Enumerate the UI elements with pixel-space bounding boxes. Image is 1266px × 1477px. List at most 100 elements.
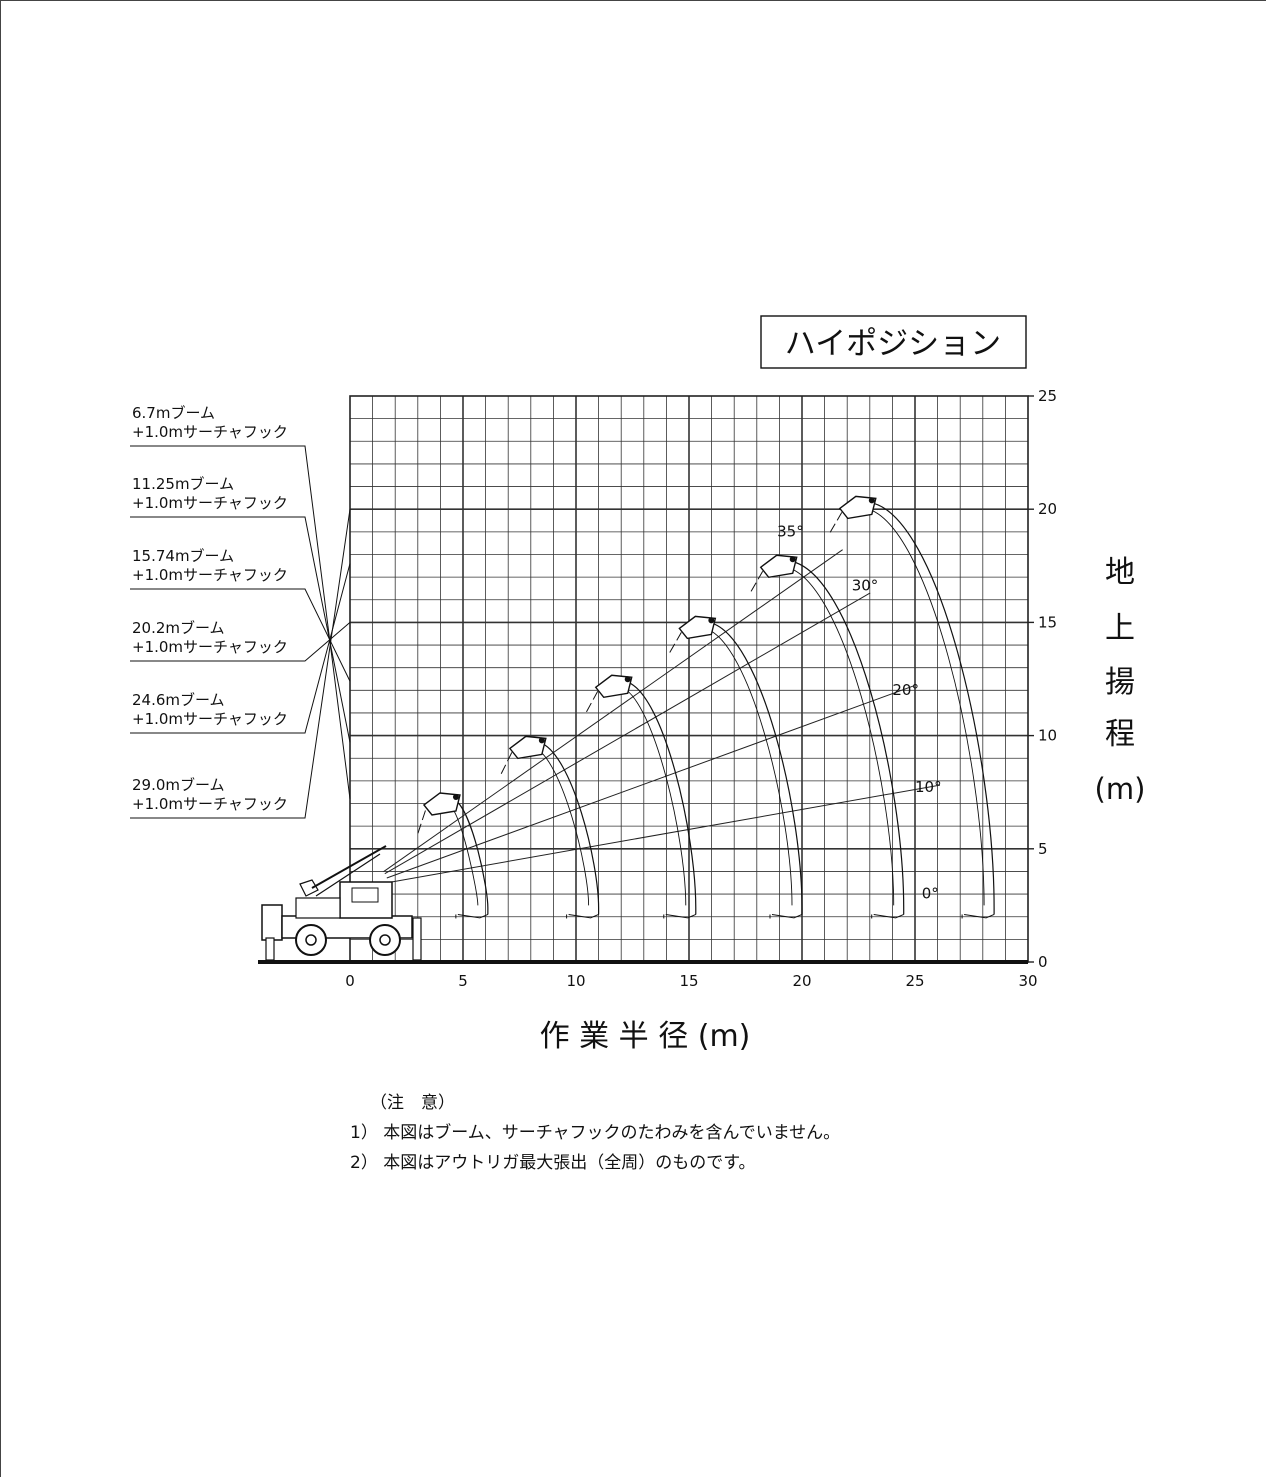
working-range-inner-curve	[621, 686, 687, 906]
series-label: 11.25mブーム	[132, 475, 234, 493]
chart-title-box	[760, 315, 1027, 369]
x-tick-label: 5	[458, 972, 468, 990]
note-line-2: 2） 本図はアウトリガ最大張出（全周）のものです。	[350, 1153, 756, 1173]
y-axis-label-char: 揚	[1105, 665, 1135, 700]
boom-head-sheave	[708, 617, 715, 624]
working-range-curve	[453, 798, 489, 915]
hook-bottom-mark	[457, 913, 489, 919]
boom-angle-line	[387, 784, 941, 884]
boom-head	[759, 554, 798, 579]
crane-boom-base	[299, 879, 319, 897]
crane-front-hub	[379, 934, 391, 946]
series-leader-line	[130, 509, 351, 819]
series-label: 6.7mブーム	[132, 404, 215, 422]
series-label: 20.2mブーム	[132, 619, 225, 637]
y-axis-label-char: (m)	[1095, 772, 1146, 806]
x-tick-label: 10	[566, 972, 585, 990]
page-border-top	[0, 0, 1266, 1]
x-tick-label: 25	[905, 972, 924, 990]
crane-rear-outrigger	[265, 937, 275, 961]
series-label: +1.0mサーチャフック	[132, 566, 288, 584]
working-range-curve	[790, 560, 905, 915]
crane-upper-body	[295, 897, 341, 919]
boom-line	[500, 752, 513, 774]
series-leader-line	[130, 445, 351, 800]
boom-head-sheave	[624, 676, 631, 683]
y-tick-label: 20	[1038, 500, 1057, 518]
series-label: 29.0mブーム	[132, 776, 225, 794]
boom-line	[829, 512, 843, 533]
boom-angle-label: 0°	[922, 885, 939, 903]
boom-angle-label: 35°	[777, 522, 804, 540]
boom-head	[422, 792, 461, 816]
series-leader-line	[130, 516, 351, 743]
boom-line	[417, 808, 427, 834]
series-leader-line	[130, 563, 351, 734]
crane-rear-hub	[305, 934, 317, 946]
working-range-inner-curve	[786, 566, 895, 906]
working-range-inner-curve	[705, 627, 793, 906]
crane-front-outrigger	[412, 917, 422, 961]
hook-bottom-mark	[873, 913, 904, 919]
boom-head	[678, 615, 717, 640]
hook-bottom-mark	[665, 913, 696, 919]
working-range-curve	[869, 501, 995, 915]
boom-angle-label: 20°	[892, 681, 919, 699]
chart-grid	[258, 395, 1034, 964]
y-axis-label-char: 地	[1105, 555, 1135, 590]
hook-bottom-mark	[964, 913, 995, 919]
y-tick-label: 0	[1038, 953, 1048, 971]
y-axis-label-char: 程	[1105, 717, 1135, 752]
working-range-curve	[709, 621, 803, 915]
chart-title: ハイポジション	[785, 326, 1001, 362]
series-leader-line	[130, 588, 351, 682]
boom-angle-line	[384, 592, 871, 875]
series-label: +1.0mサーチャフック	[132, 423, 288, 441]
series-label: 15.74mブーム	[132, 547, 234, 565]
y-axis-label-char: 上	[1105, 611, 1135, 646]
working-range-inner-curve	[449, 804, 479, 906]
boom-head-sheave	[538, 737, 545, 744]
boom-angle-line	[383, 549, 843, 873]
working-range-curve	[625, 680, 697, 915]
crane-cab-window	[351, 887, 379, 903]
boom-head	[594, 674, 633, 699]
crane-boom-stub	[311, 845, 387, 889]
y-tick-label: 25	[1038, 387, 1057, 405]
working-range-inner-curve	[535, 747, 590, 906]
boom-head-sheave	[452, 793, 459, 800]
boom-head-sheave	[789, 556, 796, 563]
working-range-curve	[539, 741, 600, 915]
boom-angle-label: 30°	[852, 577, 879, 595]
series-label: +1.0mサーチャフック	[132, 795, 288, 813]
boom-line	[586, 691, 599, 713]
hook-bottom-mark	[568, 913, 599, 919]
note-line-1: 1） 本図はブーム、サーチャフックのたわみを含んでいません。	[350, 1123, 841, 1143]
series-label: +1.0mサーチャフック	[132, 710, 288, 728]
boom-line	[669, 632, 682, 653]
x-axis-label: 作 業 半 径 (m)	[540, 1019, 751, 1054]
x-tick-label: 15	[679, 972, 698, 990]
chart-series	[383, 495, 995, 919]
crane-boom-stub-lower	[315, 853, 381, 897]
page-border-left	[0, 0, 1, 1477]
x-tick-label: 0	[345, 972, 355, 990]
x-tick-label: 20	[792, 972, 811, 990]
working-range-inner-curve	[865, 507, 985, 906]
boom-line	[750, 571, 764, 592]
series-leader-line	[130, 622, 351, 662]
x-tick-label: 30	[1018, 972, 1037, 990]
series-label: 24.6mブーム	[132, 691, 225, 709]
series-label: +1.0mサーチャフック	[132, 494, 288, 512]
y-tick-label: 5	[1038, 840, 1048, 858]
hook-bottom-mark	[771, 913, 803, 919]
crane-rear-body	[261, 904, 283, 941]
boom-head-sheave	[868, 497, 875, 504]
boom-angle-label: 10°	[915, 778, 942, 796]
notes: （注 意） 1） 本図はブーム、サーチャフックのたわみを含んでいません。 2） …	[350, 1088, 840, 1178]
y-tick-label: 15	[1038, 613, 1057, 631]
boom-angle-line	[386, 685, 914, 879]
series-label: +1.0mサーチャフック	[132, 638, 288, 656]
crane-illustration	[261, 845, 422, 961]
